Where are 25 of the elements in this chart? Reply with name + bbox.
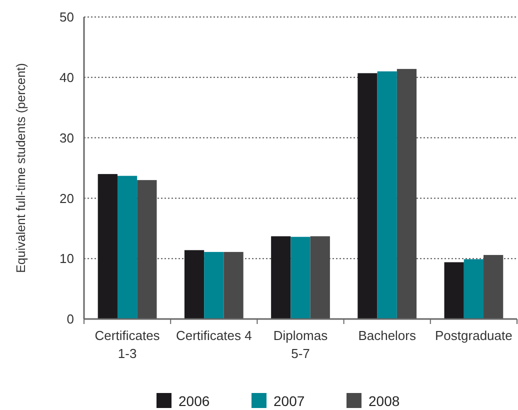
x-tick-label: Certificates 1-3 — [94, 328, 160, 361]
bar — [377, 71, 397, 319]
bar — [98, 174, 118, 319]
bar — [117, 176, 138, 319]
x-tick-label: Diplomas 5-7 — [273, 328, 328, 361]
bar — [358, 73, 378, 319]
y-tick-label: 20 — [60, 190, 74, 206]
legend-label: 2007 — [274, 392, 305, 409]
bar — [204, 252, 224, 319]
bar — [184, 250, 204, 319]
bar — [271, 236, 291, 319]
bar — [464, 259, 484, 319]
legend-label: 2008 — [368, 392, 400, 409]
y-tick-label: 40 — [60, 70, 74, 85]
x-tick-label: Bachelors — [358, 328, 416, 343]
y-tick-label: 10 — [60, 251, 74, 266]
bar — [290, 236, 310, 319]
legend-label: 2006 — [178, 392, 210, 409]
y-axis-title: Equivalent full-time students (percent) — [14, 63, 28, 273]
x-tick-label: Postgraduate — [435, 328, 512, 343]
y-tick-label: 0 — [66, 312, 74, 327]
bar — [444, 262, 464, 319]
y-tick-label: 30 — [60, 130, 74, 146]
y-tick-label: 50 — [60, 10, 74, 25]
x-tick-label: Certificates 4 — [176, 328, 252, 343]
